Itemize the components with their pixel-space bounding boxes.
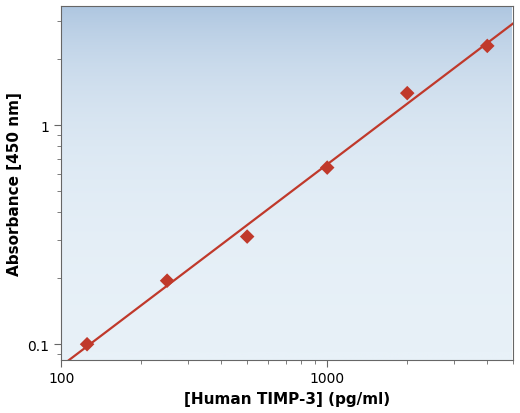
Point bbox=[403, 90, 411, 97]
Point bbox=[83, 341, 91, 348]
Point bbox=[243, 234, 251, 240]
Point bbox=[483, 43, 491, 50]
Point bbox=[163, 278, 171, 284]
Y-axis label: Absorbance [450 nm]: Absorbance [450 nm] bbox=[7, 92, 22, 275]
Point bbox=[323, 165, 331, 171]
X-axis label: [Human TIMP-3] (pg/ml): [Human TIMP-3] (pg/ml) bbox=[184, 391, 390, 406]
